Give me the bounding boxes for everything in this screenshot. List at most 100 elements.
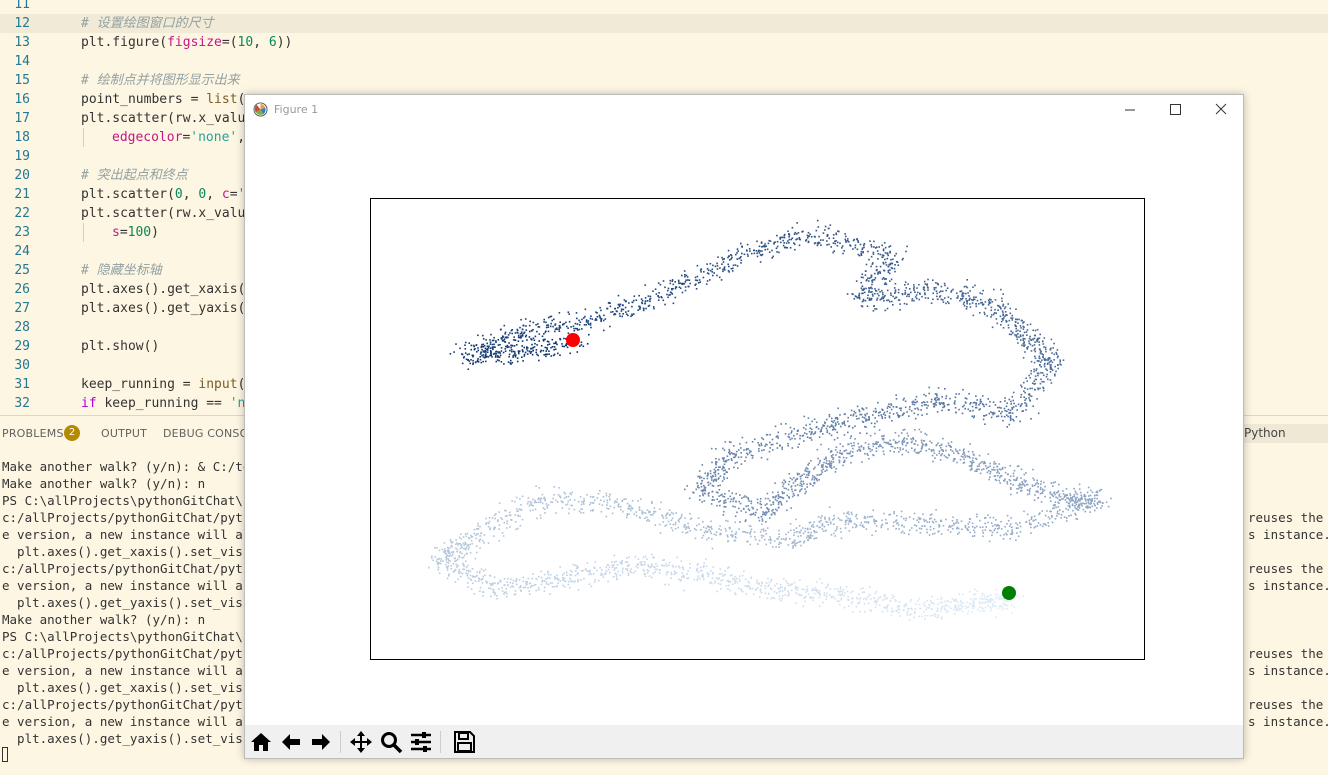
scatter-point: [893, 522, 895, 524]
scatter-point: [769, 517, 771, 519]
scatter-point: [977, 300, 979, 302]
scatter-point: [722, 496, 724, 498]
scatter-point: [558, 329, 560, 331]
scatter-point: [807, 436, 809, 438]
scatter-point: [781, 448, 783, 450]
scatter-point: [975, 395, 977, 397]
scatter-point: [497, 359, 499, 361]
scatter-point: [609, 572, 611, 574]
scatter-point: [586, 324, 588, 326]
scatter-point: [481, 355, 483, 357]
scatter-point: [766, 507, 768, 509]
scatter-point: [1070, 495, 1072, 497]
scatter-point: [995, 475, 997, 477]
scatter-point: [523, 587, 525, 589]
scatter-point: [799, 435, 801, 437]
scatter-point: [986, 468, 988, 470]
scatter-point: [1022, 326, 1024, 328]
scatter-point: [1029, 336, 1031, 338]
scatter-point: [867, 305, 869, 307]
scatter-point: [983, 406, 985, 408]
scatter-point: [1031, 361, 1033, 363]
scatter-point: [643, 569, 645, 571]
scatter-point: [553, 343, 555, 345]
scatter-point: [963, 462, 965, 464]
scatter-point: [761, 535, 763, 537]
scatter-point: [1031, 388, 1033, 390]
scatter-point: [633, 313, 635, 315]
terminal-python-label[interactable]: Python: [1244, 424, 1328, 443]
scatter-point: [531, 330, 533, 332]
scatter-point: [567, 503, 569, 505]
scatter-point: [510, 345, 512, 347]
scatter-point: [723, 457, 725, 459]
minimize-icon: [1107, 95, 1153, 125]
maximize-button[interactable]: [1152, 95, 1198, 125]
close-button[interactable]: [1197, 95, 1243, 125]
scatter-point: [476, 528, 478, 530]
scatter-point: [838, 594, 840, 596]
scatter-point: [792, 496, 794, 498]
scatter-point: [865, 288, 867, 290]
scatter-point: [761, 537, 763, 539]
scatter-point: [551, 355, 553, 357]
scatter-point: [723, 258, 725, 260]
code-line[interactable]: 14: [0, 52, 1328, 71]
code-line[interactable]: 12# 设置绘图窗口的尺寸: [0, 14, 1328, 33]
terminal-line: Make another walk? (y/n): n: [2, 611, 205, 628]
scatter-point: [599, 503, 601, 505]
scatter-point: [865, 300, 867, 302]
scatter-point: [906, 411, 908, 413]
scatter-point: [783, 242, 785, 244]
scatter-point: [673, 284, 675, 286]
scatter-point: [957, 297, 959, 299]
scatter-point: [633, 572, 635, 574]
scatter-point: [730, 575, 732, 577]
scatter-point: [877, 293, 879, 295]
scatter-point: [1006, 406, 1008, 408]
scatter-point: [565, 322, 567, 324]
scatter-point: [863, 289, 865, 291]
scatter-point: [552, 498, 554, 500]
scatter-point: [914, 443, 916, 445]
figure-window[interactable]: Figure 1: [244, 94, 1244, 759]
scatter-point: [564, 323, 566, 325]
code-line[interactable]: 11: [0, 0, 1328, 14]
scatter-point: [590, 502, 592, 504]
scatter-point: [936, 397, 938, 399]
scatter-point: [843, 250, 845, 252]
plot-axes[interactable]: [370, 198, 1145, 660]
figure-titlebar[interactable]: Figure 1: [245, 95, 1243, 125]
scatter-point: [1010, 317, 1012, 319]
scatter-point: [992, 301, 994, 303]
scatter-point: [974, 535, 976, 537]
scatter-point: [853, 240, 855, 242]
tab-problems[interactable]: PROBLEMS: [2, 427, 64, 440]
scatter-point: [764, 539, 766, 541]
scatter-point: [779, 598, 781, 600]
scatter-point: [853, 415, 855, 417]
scatter-point: [708, 273, 710, 275]
scatter-point: [788, 532, 790, 534]
scatter-point: [728, 255, 730, 257]
scatter-point: [641, 512, 643, 514]
scatter-point: [519, 516, 521, 518]
scatter-point: [845, 527, 847, 529]
scatter-point: [638, 558, 640, 560]
scatter-point: [1020, 336, 1022, 338]
scatter-point: [738, 449, 740, 451]
scatter-point: [1056, 515, 1058, 517]
scatter-point: [979, 292, 981, 294]
minimize-button[interactable]: [1107, 95, 1153, 125]
code-line[interactable]: 15# 绘制点并将图形显示出来: [0, 71, 1328, 90]
scatter-point: [621, 563, 623, 565]
scatter-point: [503, 352, 505, 354]
scatter-point: [707, 475, 709, 477]
scatter-point: [779, 542, 781, 544]
scatter-point: [1017, 322, 1019, 324]
scatter-point: [773, 503, 775, 505]
tab-output[interactable]: OUTPUT: [101, 427, 147, 440]
scatter-point: [450, 541, 452, 543]
scatter-point: [794, 495, 796, 497]
